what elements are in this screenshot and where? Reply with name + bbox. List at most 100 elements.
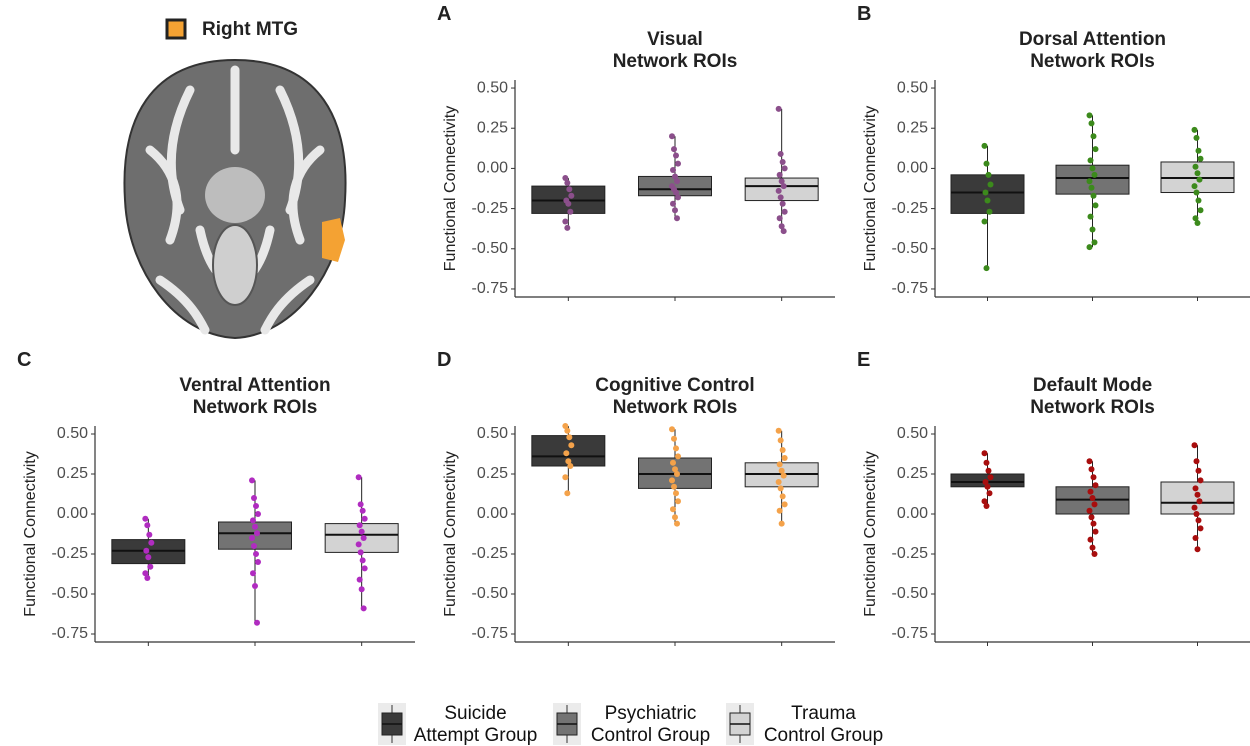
data-point <box>250 517 256 523</box>
data-point <box>670 506 676 512</box>
y-tick-label: -0.75 <box>472 625 509 642</box>
data-point <box>250 570 256 576</box>
y-axis-label: Functional Connectivity <box>442 451 459 616</box>
data-point <box>567 463 573 469</box>
y-tick-label: 0.50 <box>57 425 88 442</box>
y-tick-label: 0.50 <box>897 425 928 442</box>
data-point <box>1090 165 1096 171</box>
data-point <box>148 540 154 546</box>
data-point <box>671 146 677 152</box>
data-point <box>249 477 255 483</box>
panel-label: E <box>857 349 870 371</box>
data-point <box>360 557 366 563</box>
y-axis-label: Functional Connectivity <box>862 106 879 271</box>
data-point <box>782 455 788 461</box>
data-point <box>147 564 153 570</box>
data-point <box>777 461 783 467</box>
data-point <box>984 265 990 271</box>
y-tick-label: 0.50 <box>477 425 508 442</box>
y-axis-label: Functional Connectivity <box>862 451 879 616</box>
data-point <box>1090 545 1096 551</box>
data-point <box>1089 185 1095 191</box>
data-point <box>249 535 255 541</box>
data-point <box>987 209 993 215</box>
data-point <box>568 193 574 199</box>
data-point <box>777 508 783 514</box>
data-point <box>1091 474 1097 480</box>
chart: Right MTG AVisualNetwork ROIsFunctional … <box>0 0 1250 746</box>
data-point <box>672 207 678 213</box>
data-point <box>776 479 782 485</box>
data-point <box>1198 207 1204 213</box>
data-point <box>1089 120 1095 126</box>
data-point <box>1193 535 1199 541</box>
data-point <box>674 178 680 184</box>
y-tick-label: 0.25 <box>477 465 508 482</box>
data-point <box>669 477 675 483</box>
data-point <box>780 201 786 207</box>
chart-title: Network ROIs <box>613 51 738 72</box>
chart-title: Default Mode <box>1033 375 1152 396</box>
data-point <box>356 541 362 547</box>
data-point <box>669 426 675 432</box>
chart-title: Network ROIs <box>193 397 318 418</box>
y-tick-label: 0.00 <box>57 505 88 522</box>
data-point <box>562 218 568 224</box>
data-point <box>982 218 988 224</box>
data-point <box>670 460 676 466</box>
image-legend-label: Right MTG <box>202 19 298 40</box>
y-tick-label: 0.50 <box>897 79 928 96</box>
y-tick-label: -0.50 <box>472 585 509 602</box>
data-point <box>1093 482 1099 488</box>
data-point <box>564 225 570 231</box>
data-point <box>675 498 681 504</box>
y-tick-label: 0.25 <box>57 465 88 482</box>
figure: Right MTG AVisualNetwork ROIsFunctional … <box>0 0 1250 746</box>
data-point <box>673 445 679 451</box>
y-tick-label: 0.25 <box>477 119 508 136</box>
data-point <box>988 181 994 187</box>
y-tick-label: 0.00 <box>477 160 508 177</box>
data-point <box>778 151 784 157</box>
data-point <box>361 605 367 611</box>
data-point <box>675 194 681 200</box>
data-point <box>1192 183 1198 189</box>
data-point <box>1090 226 1096 232</box>
data-point <box>675 453 681 459</box>
data-point <box>1196 468 1202 474</box>
data-point <box>983 190 989 196</box>
data-point <box>1092 239 1098 245</box>
data-point <box>143 548 149 554</box>
data-point <box>1198 477 1204 483</box>
data-point <box>146 532 152 538</box>
data-point <box>1091 133 1097 139</box>
y-tick-label: -0.25 <box>892 545 929 562</box>
data-point <box>782 209 788 215</box>
data-point <box>1087 508 1093 514</box>
data-point <box>568 442 574 448</box>
panel-label: D <box>437 349 451 371</box>
legend-label: Suicide Attempt Group <box>412 703 539 746</box>
data-point <box>673 153 679 159</box>
data-point <box>780 493 786 499</box>
data-point <box>362 565 368 571</box>
data-point <box>778 194 784 200</box>
data-point <box>781 183 787 189</box>
data-point <box>1192 505 1198 511</box>
chart-title: Dorsal Attention <box>1019 29 1166 50</box>
chart-title: Visual <box>647 29 703 50</box>
data-point <box>1093 202 1099 208</box>
data-point <box>1088 157 1094 163</box>
data-point <box>1091 193 1097 199</box>
data-point <box>982 143 988 149</box>
y-tick-label: 0.00 <box>897 505 928 522</box>
data-point <box>782 165 788 171</box>
data-point <box>672 514 678 520</box>
data-point <box>1092 172 1098 178</box>
data-point <box>782 501 788 507</box>
data-point <box>1193 164 1199 170</box>
y-tick-label: 0.50 <box>477 79 508 96</box>
data-point <box>780 447 786 453</box>
data-point <box>566 186 572 192</box>
data-point <box>255 559 261 565</box>
